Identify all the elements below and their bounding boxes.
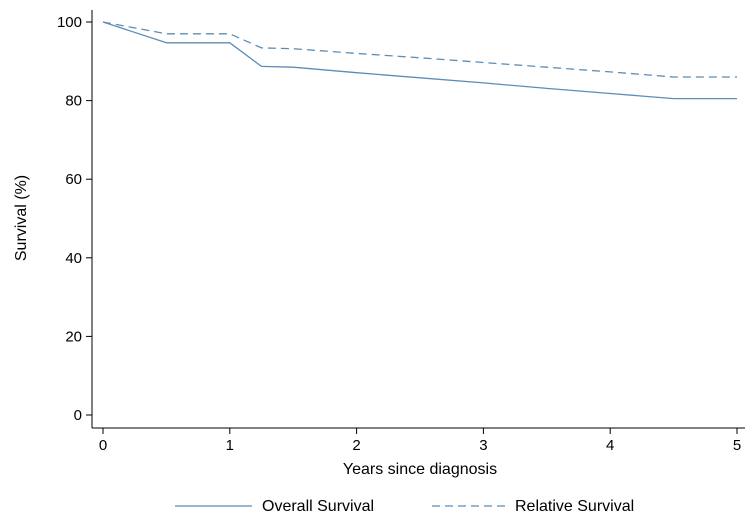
- y-axis: 0 20 40 60 80 100: [57, 10, 93, 428]
- y-tick-label: 0: [74, 407, 82, 424]
- x-tick-label: 0: [99, 437, 107, 454]
- series-layer: [102, 21, 737, 100]
- x-tick-label: 2: [352, 437, 360, 454]
- y-tick-label: 40: [65, 250, 82, 267]
- legend: Overall Survival Relative Survival: [175, 498, 634, 515]
- legend-label-relative: Relative Survival: [515, 498, 634, 515]
- x-axis: 0 1 2 3 4 5: [92, 427, 745, 454]
- x-axis-title: Years since diagnosis: [343, 461, 497, 478]
- legend-label-overall: Overall Survival: [262, 498, 374, 515]
- x-tick-label: 5: [733, 437, 741, 454]
- y-tick-label: 20: [65, 328, 82, 345]
- x-tick-label: 3: [479, 437, 487, 454]
- y-axis-title: Survival (%): [13, 175, 30, 261]
- y-tick-label: 100: [57, 14, 82, 31]
- overall-survival-line: [102, 21, 737, 100]
- x-tick-label: 1: [226, 437, 234, 454]
- relative-survival-line: [102, 21, 737, 78]
- y-tick-label: 60: [65, 171, 82, 188]
- y-tick-label: 80: [65, 93, 82, 110]
- x-tick-label: 4: [606, 437, 614, 454]
